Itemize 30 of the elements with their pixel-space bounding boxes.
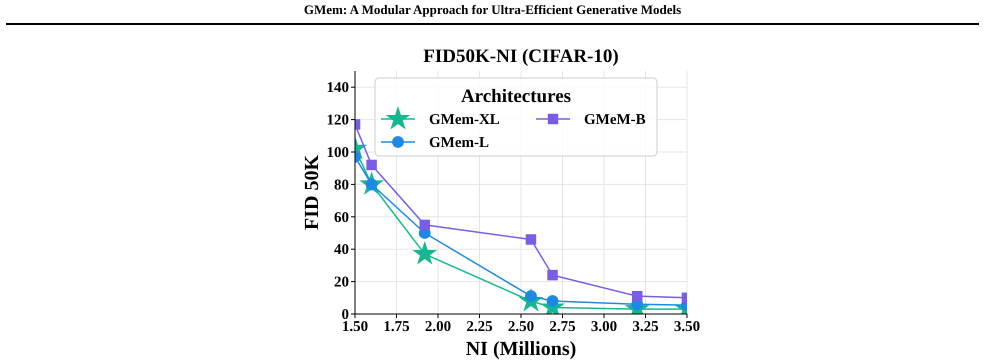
y-tick-label: 80 [334,177,349,194]
legend-label: GMem-XL [429,112,500,128]
x-tick-label: 3.25 [632,319,659,335]
y-axis-title: FID 50K [301,154,323,230]
point [412,241,438,265]
x-tick-label: 3.50 [674,319,700,335]
y-tick-label: 60 [334,210,349,226]
chart-title: FID50K-NI (CIFAR-10) [423,46,619,67]
x-tick-label: 2.50 [508,319,534,335]
x-axis-title: NI (Millions) [466,338,576,360]
point [547,270,558,280]
point [419,220,430,230]
legend-label: GMem-L [429,135,489,151]
x-tick-label: 2.25 [466,319,493,335]
legend-label: GMeM-B [584,112,646,128]
legend-title: Architectures [460,86,572,107]
x-tick-label: 1.75 [383,319,410,335]
y-tick-label: 20 [334,274,349,291]
point [632,290,642,302]
text: GMem: A Modular Approach for Ultra-Efficient Generative Models [304,2,682,17]
y-tick-label: 40 [334,242,349,258]
point [526,234,536,245]
y-tick-label: 140 [326,80,349,96]
x-tick-label: 2.00 [424,319,452,335]
x-tick-label: 1.50 [342,319,368,335]
point [366,160,377,170]
y-tick-label: 120 [326,112,349,129]
x-tick-label: 3.00 [590,319,618,335]
y-tick-label: 100 [326,145,349,161]
x-tick-label: 2.75 [549,319,576,335]
